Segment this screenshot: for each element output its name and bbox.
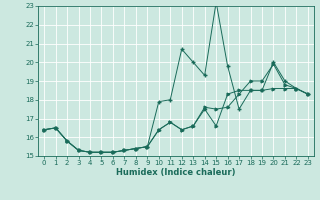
- X-axis label: Humidex (Indice chaleur): Humidex (Indice chaleur): [116, 168, 236, 177]
